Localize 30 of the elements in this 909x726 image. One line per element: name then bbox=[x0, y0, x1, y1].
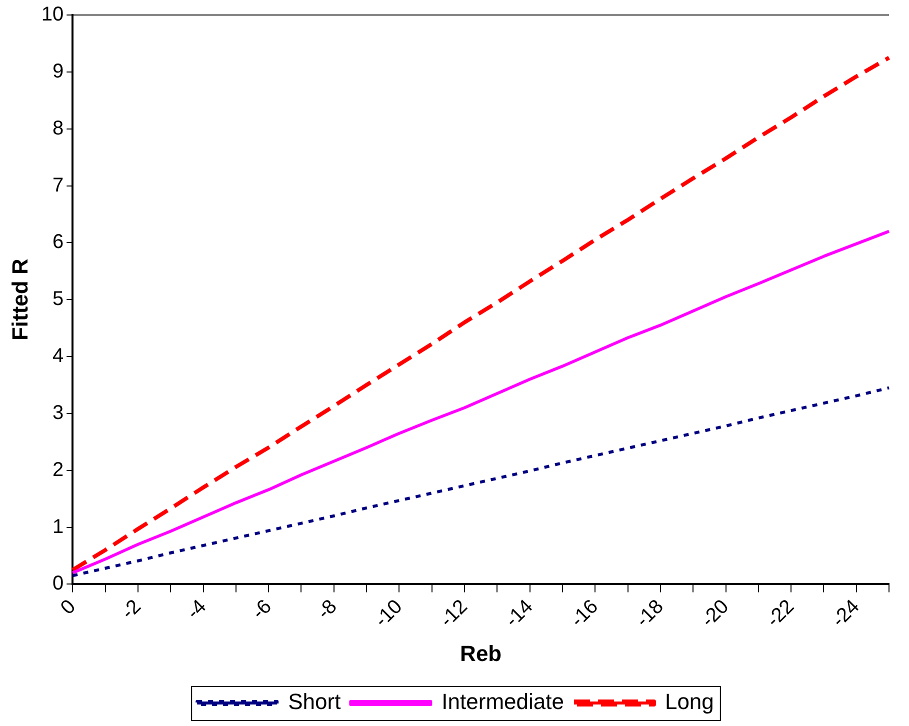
x-tick-label: -24 bbox=[828, 596, 864, 632]
legend-label: Intermediate bbox=[442, 689, 564, 714]
x-tick-label: -10 bbox=[370, 596, 407, 632]
y-tick-label: 10 bbox=[41, 4, 64, 26]
y-tick-label: 5 bbox=[52, 288, 64, 310]
y-tick-label: 8 bbox=[52, 117, 64, 140]
x-tick-label: -18 bbox=[632, 596, 668, 632]
x-tick-label: -20 bbox=[697, 596, 734, 632]
y-axis-title: Fitted R bbox=[7, 258, 32, 341]
line-series bbox=[70, 56, 892, 572]
y-tick-label: 1 bbox=[52, 516, 64, 538]
y-tick-label: 3 bbox=[52, 402, 64, 424]
y-tick-label: 0 bbox=[52, 572, 64, 595]
legend-label: Short bbox=[288, 689, 341, 714]
y-tick-label: 9 bbox=[52, 60, 64, 82]
y-tick-label: 4 bbox=[52, 345, 64, 368]
x-tick-label: -8 bbox=[313, 596, 342, 624]
x-tick-label: -2 bbox=[117, 596, 146, 624]
x-tick-label: -14 bbox=[501, 596, 538, 632]
x-tick-label: -16 bbox=[566, 596, 603, 632]
x-tick-label: -4 bbox=[182, 596, 211, 624]
legend-label: Long bbox=[664, 689, 714, 714]
x-axis-title: Reb bbox=[460, 640, 502, 666]
x-tick-label: -12 bbox=[436, 596, 472, 632]
y-tick-label: 6 bbox=[52, 231, 64, 254]
y-tick-label: 2 bbox=[52, 458, 64, 481]
x-tick-label: -6 bbox=[248, 596, 276, 624]
y-tick-label: 7 bbox=[52, 174, 64, 196]
x-tick-label: -22 bbox=[762, 596, 798, 632]
line-series bbox=[71, 386, 891, 578]
